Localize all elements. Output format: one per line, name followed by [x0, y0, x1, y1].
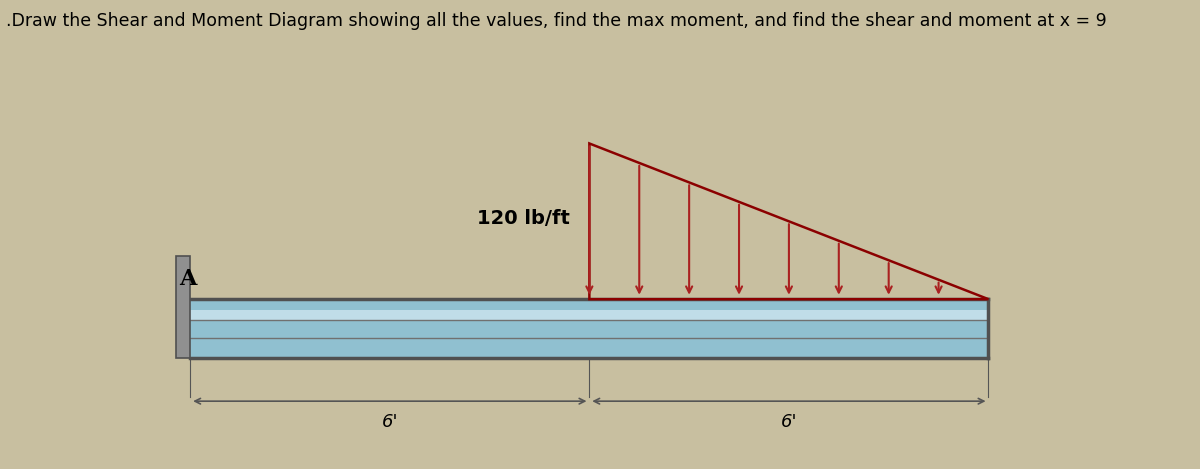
Text: A: A — [179, 268, 197, 290]
Bar — [175, 257, 191, 358]
Text: .Draw the Shear and Moment Diagram showing all the values, find the max moment, : .Draw the Shear and Moment Diagram showi… — [6, 12, 1106, 30]
Bar — [191, 310, 989, 320]
Text: 120 lb/ft: 120 lb/ft — [476, 209, 570, 228]
Text: 6': 6' — [382, 413, 398, 431]
Bar — [191, 299, 989, 358]
Text: 6': 6' — [781, 413, 797, 431]
